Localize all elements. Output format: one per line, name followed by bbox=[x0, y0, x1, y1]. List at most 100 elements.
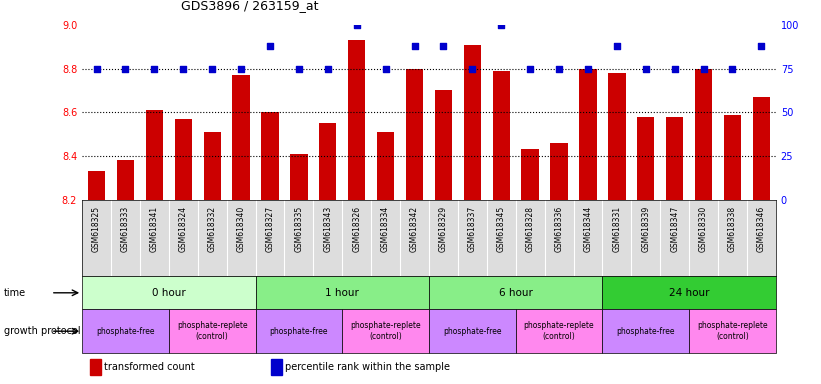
Text: GSM618342: GSM618342 bbox=[410, 206, 419, 252]
Text: GSM618332: GSM618332 bbox=[208, 206, 217, 252]
Point bbox=[495, 22, 508, 28]
Text: GSM618326: GSM618326 bbox=[352, 206, 361, 252]
Bar bbox=[175, 119, 192, 200]
Point bbox=[292, 66, 305, 72]
Point bbox=[524, 66, 537, 72]
Point bbox=[379, 66, 392, 72]
Point bbox=[264, 43, 277, 49]
Bar bbox=[342, 309, 429, 353]
Bar bbox=[204, 132, 221, 200]
Text: GSM618345: GSM618345 bbox=[497, 206, 506, 252]
Text: transformed count: transformed count bbox=[104, 362, 195, 372]
Bar bbox=[724, 114, 741, 200]
Text: 24 hour: 24 hour bbox=[669, 288, 709, 298]
Bar bbox=[271, 359, 282, 375]
Point bbox=[350, 22, 363, 28]
Bar bbox=[608, 73, 626, 200]
Text: phosphate-free: phosphate-free bbox=[269, 327, 328, 336]
Bar bbox=[117, 161, 134, 200]
Text: phosphate-replete
(control): phosphate-replete (control) bbox=[351, 321, 421, 341]
Text: GDS3896 / 263159_at: GDS3896 / 263159_at bbox=[181, 0, 318, 13]
Bar bbox=[255, 276, 429, 309]
Bar bbox=[753, 97, 770, 200]
Text: GSM618330: GSM618330 bbox=[699, 206, 708, 252]
Bar bbox=[603, 309, 689, 353]
Text: phosphate-free: phosphate-free bbox=[96, 327, 154, 336]
Bar bbox=[689, 309, 776, 353]
Bar bbox=[169, 309, 255, 353]
Text: phosphate-replete
(control): phosphate-replete (control) bbox=[177, 321, 247, 341]
Bar bbox=[550, 143, 568, 200]
Text: GSM618325: GSM618325 bbox=[92, 206, 101, 252]
Bar bbox=[666, 117, 683, 200]
Point bbox=[90, 66, 103, 72]
Text: time: time bbox=[4, 288, 26, 298]
Point bbox=[553, 66, 566, 72]
Text: phosphate-replete
(control): phosphate-replete (control) bbox=[524, 321, 594, 341]
Text: GSM618338: GSM618338 bbox=[728, 206, 737, 252]
Text: GSM618346: GSM618346 bbox=[757, 206, 766, 252]
Point bbox=[235, 66, 248, 72]
Point bbox=[177, 66, 190, 72]
Text: GSM618336: GSM618336 bbox=[554, 206, 563, 252]
Text: GSM618328: GSM618328 bbox=[525, 206, 534, 252]
Bar bbox=[521, 149, 539, 200]
Text: GSM618344: GSM618344 bbox=[584, 206, 593, 252]
Bar bbox=[145, 110, 163, 200]
Point bbox=[610, 43, 623, 49]
Bar bbox=[291, 154, 308, 200]
Text: GSM618324: GSM618324 bbox=[179, 206, 188, 252]
Point bbox=[321, 66, 334, 72]
Text: 1 hour: 1 hour bbox=[325, 288, 360, 298]
Text: GSM618327: GSM618327 bbox=[265, 206, 274, 252]
Bar bbox=[255, 309, 342, 353]
Text: GSM618335: GSM618335 bbox=[295, 206, 304, 252]
Text: growth protocol: growth protocol bbox=[4, 326, 80, 336]
Text: 6 hour: 6 hour bbox=[498, 288, 533, 298]
Text: GSM618343: GSM618343 bbox=[323, 206, 333, 252]
Bar bbox=[90, 359, 101, 375]
Bar bbox=[82, 276, 255, 309]
Point bbox=[119, 66, 132, 72]
Bar bbox=[429, 276, 603, 309]
Bar bbox=[348, 40, 365, 200]
Point bbox=[466, 66, 479, 72]
Bar bbox=[232, 75, 250, 200]
Bar bbox=[464, 45, 481, 200]
Point bbox=[754, 43, 768, 49]
Text: GSM618341: GSM618341 bbox=[150, 206, 159, 252]
Bar bbox=[637, 117, 654, 200]
Point bbox=[437, 43, 450, 49]
Bar bbox=[580, 69, 597, 200]
Text: GSM618331: GSM618331 bbox=[612, 206, 621, 252]
Text: GSM618334: GSM618334 bbox=[381, 206, 390, 252]
Text: GSM618347: GSM618347 bbox=[670, 206, 679, 252]
Point bbox=[668, 66, 681, 72]
Bar bbox=[516, 309, 603, 353]
Text: GSM618333: GSM618333 bbox=[121, 206, 130, 252]
Point bbox=[408, 43, 421, 49]
Point bbox=[205, 66, 218, 72]
Bar bbox=[261, 112, 278, 200]
Point bbox=[697, 66, 710, 72]
Bar bbox=[82, 309, 169, 353]
Point bbox=[640, 66, 653, 72]
Bar bbox=[435, 91, 452, 200]
Point bbox=[581, 66, 594, 72]
Text: phosphate-replete
(control): phosphate-replete (control) bbox=[697, 321, 768, 341]
Bar bbox=[377, 132, 394, 200]
Bar bbox=[695, 69, 713, 200]
Bar bbox=[319, 123, 337, 200]
Text: 0 hour: 0 hour bbox=[152, 288, 186, 298]
Bar bbox=[88, 171, 105, 200]
Text: GSM618337: GSM618337 bbox=[468, 206, 477, 252]
Text: GSM618329: GSM618329 bbox=[439, 206, 448, 252]
Text: GSM618339: GSM618339 bbox=[641, 206, 650, 252]
Bar bbox=[493, 71, 510, 200]
Text: phosphate-free: phosphate-free bbox=[617, 327, 675, 336]
Point bbox=[726, 66, 739, 72]
Bar bbox=[429, 309, 516, 353]
Text: GSM618340: GSM618340 bbox=[236, 206, 245, 252]
Text: phosphate-free: phosphate-free bbox=[443, 327, 502, 336]
Text: percentile rank within the sample: percentile rank within the sample bbox=[285, 362, 450, 372]
